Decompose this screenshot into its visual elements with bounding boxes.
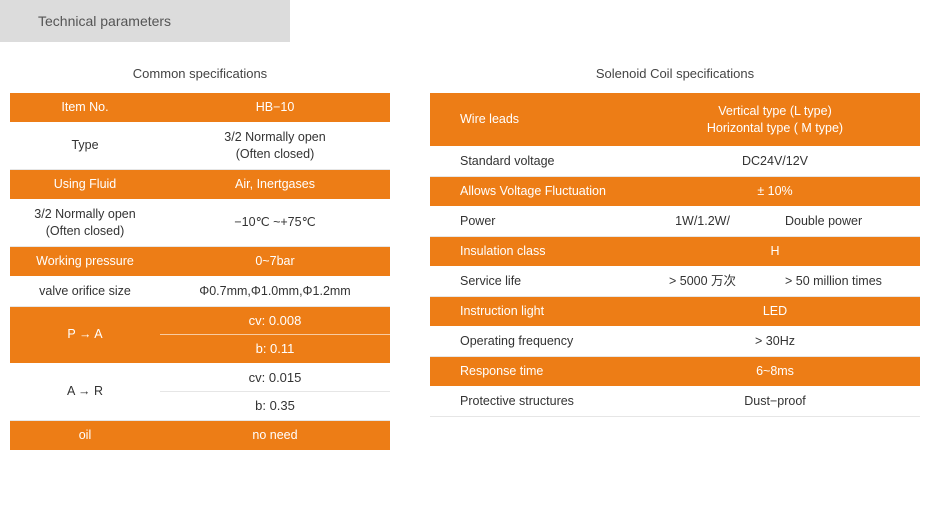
row-subvalue: b: 0.11 — [160, 335, 390, 363]
row-label: Allows Voltage Fluctuation — [430, 177, 630, 206]
table-row: Standard voltageDC24V/12V — [430, 147, 920, 177]
common-spec-title: Common specifications — [10, 60, 390, 93]
coil-spec-rows: Wire leadsVertical type (L type)Horizont… — [430, 93, 920, 417]
row-label: 3/2 Normally open(Often closed) — [10, 200, 160, 246]
row-subvalue: cv: 0.008 — [160, 307, 390, 335]
common-spec-rows: Item No.HB−10Type3/2 Normally open(Often… — [10, 93, 390, 451]
row-value-stack: cv: 0.015b: 0.35 — [160, 364, 390, 420]
row-value-2: Double power — [775, 207, 920, 236]
row-subvalue: b: 0.35 — [160, 392, 390, 420]
table-row: Insulation classH — [430, 237, 920, 267]
table-row: Protective structuresDust−proof — [430, 387, 920, 417]
row-label: Operating frequency — [430, 327, 630, 356]
row-label: Insulation class — [430, 237, 630, 266]
row-value: H — [630, 237, 920, 266]
row-value-stack: cv: 0.008b: 0.11 — [160, 307, 390, 363]
row-subvalue: cv: 0.015 — [160, 364, 390, 392]
row-value: LED — [630, 297, 920, 326]
row-value: 3/2 Normally open(Often closed) — [160, 123, 390, 169]
row-label: valve orifice size — [10, 277, 160, 306]
row-value: ± 10% — [630, 177, 920, 206]
row-label: oil — [10, 421, 160, 450]
table-row: 3/2 Normally open(Often closed)−10℃ ~+75… — [10, 200, 390, 247]
table-row: Type3/2 Normally open(Often closed) — [10, 123, 390, 170]
table-row: Operating frequency> 30Hz — [430, 327, 920, 357]
row-value: 6~8ms — [630, 357, 920, 386]
row-value: no need — [160, 421, 390, 450]
row-label: Item No. — [10, 93, 160, 122]
common-spec-table: Common specifications Item No.HB−10Type3… — [10, 60, 390, 451]
table-row: Working pressure0~7bar — [10, 247, 390, 277]
page-title: Technical parameters — [38, 13, 171, 29]
row-label: Service life — [430, 267, 630, 296]
row-label: Protective structures — [430, 387, 630, 416]
row-value: Air, Inertgases — [160, 170, 390, 199]
table-row: Power1W/1.2W/Double power — [430, 207, 920, 237]
row-value-2: > 50 million times — [775, 267, 920, 296]
content-wrap: Common specifications Item No.HB−10Type3… — [0, 42, 933, 451]
row-value: Vertical type (L type)Horizontal type ( … — [630, 93, 920, 146]
row-label: Type — [10, 123, 160, 169]
table-row: Service life> 5000 万次> 50 million times — [430, 267, 920, 297]
table-row: Wire leadsVertical type (L type)Horizont… — [430, 93, 920, 147]
header-band: Technical parameters — [0, 0, 290, 42]
table-row: P → Acv: 0.008b: 0.11 — [10, 307, 390, 364]
table-row: A → Rcv: 0.015b: 0.35 — [10, 364, 390, 421]
coil-spec-title: Solenoid Coil specifications — [430, 60, 920, 93]
row-label: Instruction light — [430, 297, 630, 326]
table-row: Instruction lightLED — [430, 297, 920, 327]
row-value: Φ0.7mm,Φ1.0mm,Φ1.2mm — [160, 277, 390, 306]
row-label: Using Fluid — [10, 170, 160, 199]
row-label: Standard voltage — [430, 147, 630, 176]
row-label: Working pressure — [10, 247, 160, 276]
table-row: Allows Voltage Fluctuation± 10% — [430, 177, 920, 207]
row-value: DC24V/12V — [630, 147, 920, 176]
row-label: Wire leads — [430, 93, 630, 146]
row-value: 0~7bar — [160, 247, 390, 276]
row-value: > 30Hz — [630, 327, 920, 356]
row-label: A → R — [10, 364, 160, 420]
row-value: HB−10 — [160, 93, 390, 122]
row-value: Dust−proof — [630, 387, 920, 416]
row-label: Power — [430, 207, 630, 236]
table-row: Response time6~8ms — [430, 357, 920, 387]
row-value: −10℃ ~+75℃ — [160, 200, 390, 246]
table-row: Using FluidAir, Inertgases — [10, 170, 390, 200]
coil-spec-table: Solenoid Coil specifications Wire leadsV… — [430, 60, 920, 451]
row-value: > 5000 万次 — [630, 267, 775, 296]
table-row: Item No.HB−10 — [10, 93, 390, 123]
table-row: valve orifice sizeΦ0.7mm,Φ1.0mm,Φ1.2mm — [10, 277, 390, 307]
table-row: oilno need — [10, 421, 390, 451]
row-value: 1W/1.2W/ — [630, 207, 775, 236]
row-label: P → A — [10, 307, 160, 363]
row-label: Response time — [430, 357, 630, 386]
